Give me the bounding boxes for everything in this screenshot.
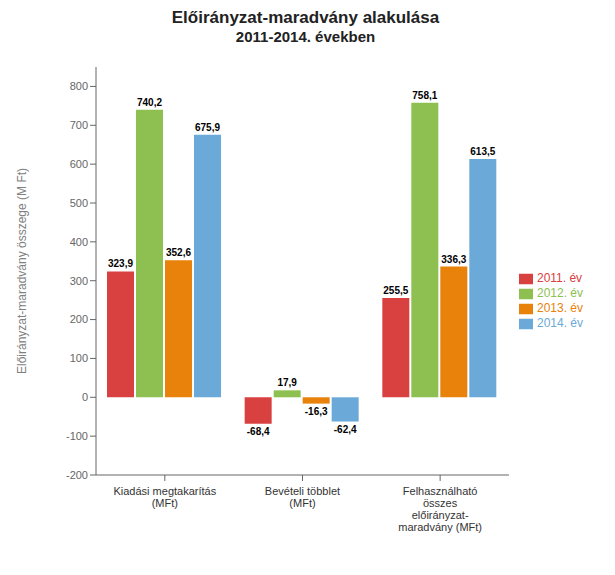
svg-text:300: 300 xyxy=(70,275,88,287)
html-text:2012. év: 2012. év xyxy=(537,286,583,301)
svg-text:Előirányzat-maradvány összege: Előirányzat-maradvány összege (M Ft) xyxy=(15,168,29,374)
html-text:2013. év: 2013. év xyxy=(537,301,583,315)
svg-text:758,1: 758,1 xyxy=(412,90,437,101)
html-text:Előirányzat-maradvány alakulás: Előirányzat-maradvány alakulása xyxy=(171,8,440,27)
html-text:2011-2014. években: 2011-2014. években xyxy=(235,28,376,45)
svg-text:800: 800 xyxy=(70,80,88,92)
svg-text:500: 500 xyxy=(70,197,88,209)
svg-text:0: 0 xyxy=(82,391,88,403)
html-text:2011. év: 2011. év xyxy=(537,271,583,286)
svg-text:100: 100 xyxy=(70,352,88,364)
svg-text:Felhasználhatóösszeselőirányza: Felhasználhatóösszeselőirányzat-maradván… xyxy=(398,485,482,533)
svg-text:700: 700 xyxy=(70,119,88,131)
svg-text:Kiadási megtakarítás(MFt): Kiadási megtakarítás(MFt) xyxy=(113,485,216,509)
svg-text:613,5: 613,5 xyxy=(470,146,495,157)
svg-text:-62,4: -62,4 xyxy=(334,424,357,435)
svg-text:740,2: 740,2 xyxy=(137,97,162,108)
svg-text:323,9: 323,9 xyxy=(108,258,133,269)
svg-text:-16,3: -16,3 xyxy=(305,406,328,417)
svg-text:-200: -200 xyxy=(66,469,88,481)
svg-text:17,9: 17,9 xyxy=(277,377,297,388)
svg-text:-100: -100 xyxy=(66,430,88,442)
svg-text:352,6: 352,6 xyxy=(166,247,191,258)
svg-text:675,9: 675,9 xyxy=(195,122,220,133)
svg-text:336,3: 336,3 xyxy=(441,254,466,265)
svg-text:400: 400 xyxy=(70,236,88,248)
svg-text:600: 600 xyxy=(70,158,88,170)
html-text:2014. év: 2014. év xyxy=(537,315,583,330)
svg-text:-68,4: -68,4 xyxy=(247,426,270,437)
svg-text:255,5: 255,5 xyxy=(383,285,408,296)
svg-text:200: 200 xyxy=(70,313,88,325)
svg-text:Bevételi többlet(MFt): Bevételi többlet(MFt) xyxy=(265,485,340,509)
